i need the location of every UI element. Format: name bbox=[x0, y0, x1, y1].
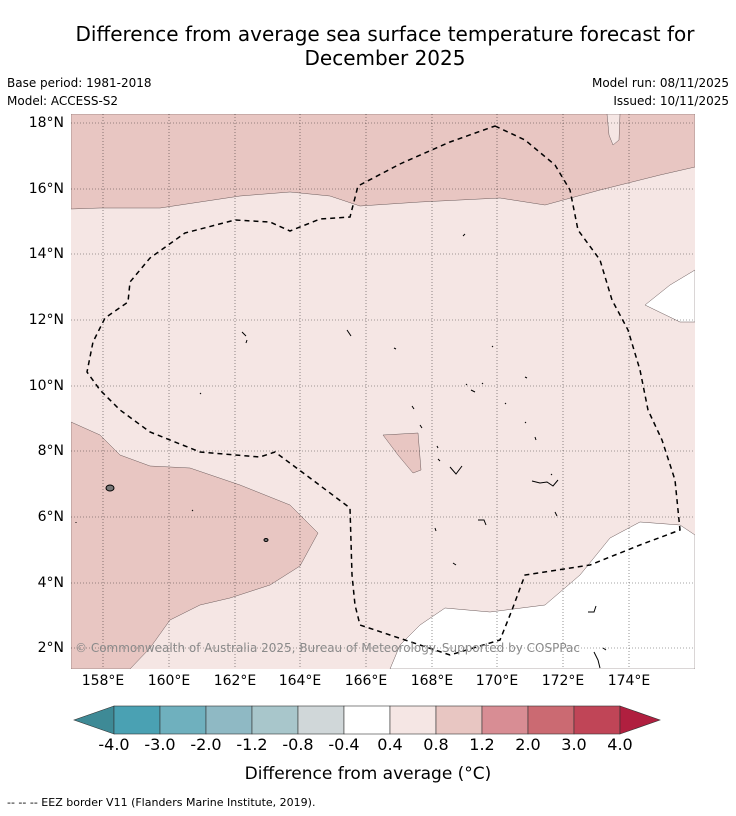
colorbar-extend-high bbox=[619, 705, 661, 735]
lon-label-170E: 170°E bbox=[475, 673, 519, 689]
colorbar-tick: -0.8 bbox=[282, 735, 314, 754]
island bbox=[478, 519, 487, 526]
colorbar-tick: -4.0 bbox=[98, 735, 130, 754]
colorbar-tick: -1.2 bbox=[236, 735, 268, 754]
lon-label-162E: 162°E bbox=[213, 673, 257, 689]
anomaly-band-southeast-neutral bbox=[389, 521, 695, 669]
base-period: Base period: 1981-2018 bbox=[7, 76, 152, 90]
colorbar-segment bbox=[389, 705, 437, 735]
colorbar-tick: 0.4 bbox=[377, 735, 403, 754]
colorbar bbox=[73, 705, 661, 735]
meta-left: Base period: 1981-2018 Model: ACCESS-S2 bbox=[7, 74, 152, 110]
colorbar-segment bbox=[481, 705, 529, 735]
colorbar-tick: -0.4 bbox=[328, 735, 360, 754]
lon-label-166E: 166°E bbox=[344, 673, 388, 689]
title-line-2: December 2025 bbox=[304, 46, 466, 70]
islands bbox=[75, 233, 607, 669]
island bbox=[602, 647, 607, 651]
lat-label-6N: 6°N bbox=[37, 509, 64, 525]
lat-label-8N: 8°N bbox=[37, 443, 64, 459]
island bbox=[452, 562, 457, 566]
colorbar-label: Difference from average (°C) bbox=[244, 764, 492, 784]
colorbar-tick: 4.0 bbox=[607, 735, 633, 754]
lat-label-14N: 14°N bbox=[28, 246, 64, 262]
island bbox=[346, 329, 352, 337]
island bbox=[491, 345, 494, 348]
model-run: Model run: 08/11/2025 bbox=[591, 76, 729, 90]
colorbar-segment bbox=[435, 705, 483, 735]
colorbar-segment bbox=[205, 705, 253, 735]
island bbox=[588, 605, 597, 613]
lon-label-158E: 158°E bbox=[81, 673, 125, 689]
island bbox=[263, 538, 269, 542]
island bbox=[554, 511, 558, 517]
island bbox=[411, 405, 441, 462]
island bbox=[531, 479, 559, 487]
colorbar-tick: -2.0 bbox=[190, 735, 222, 754]
lon-label-168E: 168°E bbox=[410, 673, 454, 689]
lat-label-12N: 12°N bbox=[28, 312, 64, 328]
eez-legend: -- -- -- EEZ border V11 (Flanders Marine… bbox=[7, 796, 316, 809]
model-name: Model: ACCESS-S2 bbox=[7, 94, 119, 108]
anomaly-notch bbox=[606, 114, 621, 146]
colorbar-extend-low bbox=[73, 705, 115, 735]
lat-label-4N: 4°N bbox=[37, 575, 64, 591]
anomaly-band-southwest-0.8-1.2 bbox=[71, 421, 319, 669]
latitude-gridlines bbox=[71, 122, 695, 649]
colorbar-tick: -3.0 bbox=[144, 735, 176, 754]
lon-label-172E: 172°E bbox=[541, 673, 585, 689]
longitude-gridlines bbox=[102, 114, 630, 669]
island bbox=[449, 465, 463, 475]
chart-title: Difference from average sea surface temp… bbox=[40, 22, 730, 70]
island bbox=[462, 233, 466, 237]
colorbar-segment bbox=[573, 705, 621, 735]
title-line-1: Difference from average sea surface temp… bbox=[75, 22, 695, 46]
anomaly-patch-centre bbox=[382, 432, 422, 474]
anomaly-wedge-east-neutral bbox=[644, 269, 695, 323]
island bbox=[434, 527, 437, 532]
colorbar-segment bbox=[297, 705, 345, 735]
lon-label-164E: 164°E bbox=[278, 673, 322, 689]
colorbar-segment bbox=[343, 705, 391, 735]
lat-label-16N: 16°N bbox=[28, 181, 64, 197]
colorbar-segment bbox=[527, 705, 575, 735]
lon-label-174E: 174°E bbox=[607, 673, 651, 689]
meta-right: Model run: 08/11/2025 Issued: 10/11/2025 bbox=[592, 74, 729, 110]
colorbar-tick: 0.8 bbox=[423, 735, 449, 754]
copyright-notice: © Commonwealth of Australia 2025, Bureau… bbox=[75, 641, 580, 655]
colorbar-segment bbox=[113, 705, 161, 735]
colorbar-segment bbox=[251, 705, 299, 735]
lat-label-18N: 18°N bbox=[28, 115, 64, 131]
lon-label-160E: 160°E bbox=[147, 673, 191, 689]
colorbar-tick: 1.2 bbox=[469, 735, 495, 754]
eez-border bbox=[86, 125, 681, 656]
colorbar-tick: 2.0 bbox=[515, 735, 541, 754]
lat-label-10N: 10°N bbox=[28, 378, 64, 394]
island bbox=[191, 509, 194, 512]
island bbox=[593, 651, 601, 669]
island bbox=[241, 331, 248, 344]
island bbox=[393, 347, 397, 350]
lat-label-2N: 2°N bbox=[37, 640, 64, 656]
colorbar-segment bbox=[159, 705, 207, 735]
island bbox=[199, 392, 202, 395]
colorbar-tick: 3.0 bbox=[561, 735, 587, 754]
issued-date: Issued: 10/11/2025 bbox=[613, 94, 729, 108]
island bbox=[105, 484, 115, 492]
island bbox=[465, 376, 553, 476]
anomaly-band-north-0.8-1.2 bbox=[71, 114, 695, 210]
